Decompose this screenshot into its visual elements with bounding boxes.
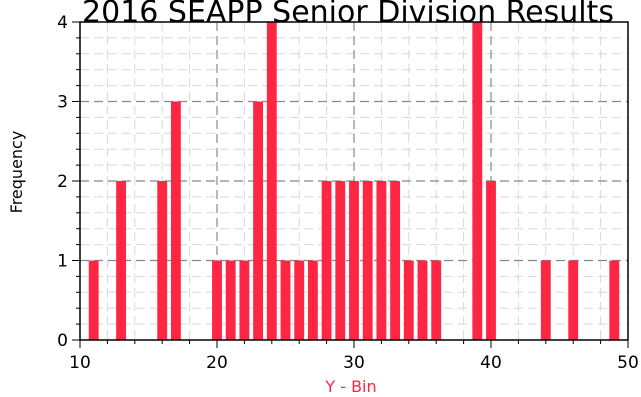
bar: [568, 260, 579, 340]
bar: [376, 181, 387, 340]
bar: [335, 181, 346, 340]
bar: [239, 260, 250, 340]
bar: [609, 260, 620, 340]
x-axis-label: Y - Bin: [324, 377, 376, 396]
x-tick-label: 50: [617, 353, 639, 373]
x-tick-label: 40: [480, 353, 502, 373]
y-tick-label: 1: [57, 252, 68, 272]
y-axis-label: Frequency: [7, 131, 26, 214]
bar: [362, 181, 373, 340]
bar: [225, 260, 236, 340]
bar: [472, 22, 483, 340]
x-tick-label: 30: [343, 353, 365, 373]
bar: [390, 181, 401, 340]
bar: [294, 260, 305, 340]
y-tick-label: 4: [57, 13, 68, 33]
bar: [486, 181, 496, 340]
bar: [349, 181, 359, 340]
bar: [170, 101, 181, 340]
bar: [307, 260, 318, 340]
x-tick-label: 10: [69, 353, 91, 373]
y-axis-ticks: 0 1 2 3 4: [57, 13, 80, 351]
y-tick-label: 2: [57, 172, 68, 192]
bar: [280, 260, 291, 340]
bar: [431, 260, 442, 340]
bar: [157, 181, 168, 340]
bar: [403, 260, 414, 340]
bar: [116, 181, 127, 340]
x-tick-label: 20: [206, 353, 228, 373]
bar: [540, 260, 551, 340]
chart-title: 2016 SEAPP Senior Division Results: [82, 0, 614, 30]
bar: [321, 181, 332, 340]
bar: [88, 260, 99, 340]
bar: [266, 22, 277, 340]
bar: [417, 260, 428, 340]
bar: [212, 260, 222, 340]
bar: [253, 101, 264, 340]
y-tick-label: 3: [57, 93, 68, 113]
x-axis-ticks: 10 20 30 40 50: [69, 340, 639, 373]
y-tick-label: 0: [57, 331, 68, 351]
bars: [88, 22, 620, 340]
